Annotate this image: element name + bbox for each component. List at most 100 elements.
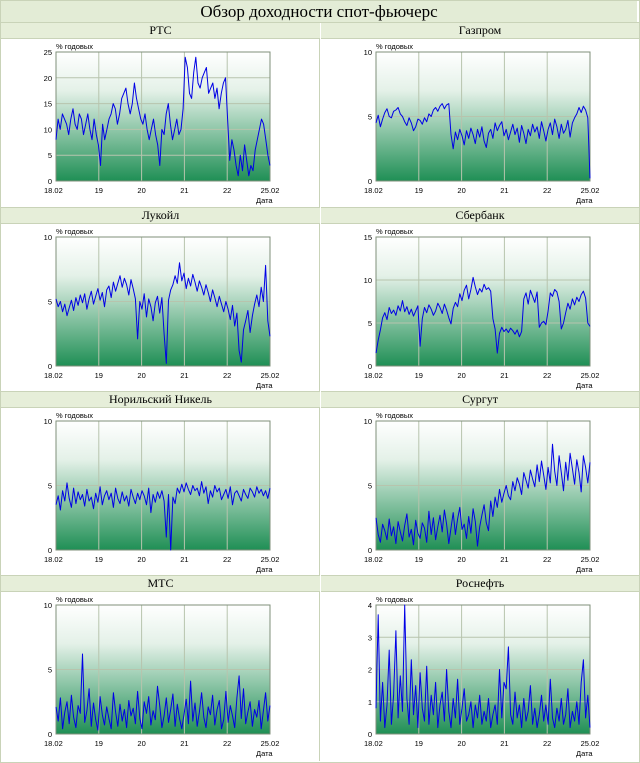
y-tick-label: 10 [364,48,372,57]
x-tick-label: 20 [457,186,465,195]
y-tick-label: 25 [44,48,52,57]
x-tick-label: 21 [500,555,508,564]
x-tick-label: 21 [180,739,188,748]
x-tick-label: 20 [457,555,465,564]
x-tick-label: 18.02 [44,555,63,564]
y-axis-label: % годовых [376,595,413,604]
chart-6: 0 5 10 18.02 19 20 21 22 25.02 % годовых Дата [364,411,600,574]
y-axis-label: % годовых [376,227,413,236]
plot-frame [55,51,271,182]
chart-2-title: Газпром [321,22,639,39]
series-line [375,276,591,354]
x-tick-label: 25.02 [581,186,600,195]
x-tick-label: 19 [415,739,423,748]
x-tick-label: 22 [543,555,551,564]
plot-frame [55,236,271,367]
chart-3-title: Лукойл [1,207,320,224]
series-line [55,653,271,731]
x-tick-label: 22 [223,186,231,195]
y-axis-label: % годовых [376,42,413,51]
y-tick-label: 5 [368,113,372,122]
x-tick-label: 21 [180,186,188,195]
x-tick-label: 19 [415,186,423,195]
x-tick-label: 20 [137,186,145,195]
x-tick-label: 25.02 [581,739,600,748]
x-tick-label: 20 [457,371,465,380]
y-tick-label: 5 [48,666,52,675]
y-tick-label: 15 [364,233,372,242]
x-tick-label: 19 [415,555,423,564]
chart-4: 0 5 10 15 18.02 19 20 21 22 25.02 % годовых Дата [364,227,600,390]
y-axis-label: % годовых [56,227,93,236]
plot-frame [375,51,591,182]
y-tick-label: 2 [368,666,372,675]
series-line [55,262,271,364]
chart-8: 0 1 2 3 4 18.02 19 20 21 22 25.02 % годовых Дата [364,595,600,758]
y-axis-label: % годовых [56,42,93,51]
y-axis-label: % годовых [376,411,413,420]
x-tick-label: 20 [137,555,145,564]
x-tick-label: 25.02 [261,739,280,748]
chart-8-title: Роснефть [321,575,639,592]
y-tick-label: 10 [364,276,372,285]
x-axis-label: Дата [256,196,273,205]
y-tick-label: 0 [48,362,52,371]
x-axis-label: Дата [576,749,593,758]
y-axis-label: % годовых [56,595,93,604]
x-tick-label: 22 [543,739,551,748]
x-tick-label: 22 [223,371,231,380]
chart-2: 0 5 10 18.02 19 20 21 22 25.02 % годовых Дата [364,42,600,205]
y-tick-label: 10 [44,125,52,134]
chart-1: 0 5 10 15 20 25 18.02 19 20 21 22 25.02 % годовых Дат… [44,42,280,205]
y-tick-label: 5 [368,482,372,491]
y-tick-label: 0 [368,177,372,186]
x-axis-label: Дата [576,565,593,574]
plot-frame [375,420,591,551]
x-tick-label: 18.02 [364,371,383,380]
y-tick-label: 5 [48,298,52,307]
y-tick-label: 20 [44,74,52,83]
x-tick-label: 22 [223,555,231,564]
plot-frame [55,604,271,735]
page-title: Обзор доходности спот-фьючерс [1,1,637,23]
y-axis-label: % годовых [56,411,93,420]
y-tick-label: 10 [44,601,52,610]
y-tick-label: 3 [368,633,372,642]
plot-area [56,52,270,181]
chart-5: 0 5 10 18.02 19 20 21 22 25.02 % годовых Дата [44,411,280,574]
x-tick-label: 21 [180,371,188,380]
x-tick-label: 22 [543,186,551,195]
x-tick-label: 25.02 [261,555,280,564]
x-tick-label: 21 [500,186,508,195]
chart-3: 0 5 10 18.02 19 20 21 22 25.02 % годовых Дата [44,227,280,390]
y-tick-label: 5 [48,482,52,491]
x-tick-label: 25.02 [581,555,600,564]
y-tick-label: 4 [368,601,372,610]
x-tick-label: 19 [95,555,103,564]
x-tick-label: 18.02 [364,739,383,748]
x-axis-label: Дата [576,196,593,205]
chart-7: 0 5 10 18.02 19 20 21 22 25.02 % годовых Дата [44,595,280,758]
series-line [55,56,271,177]
x-tick-label: 18.02 [364,555,383,564]
x-tick-label: 20 [457,739,465,748]
plot-frame [375,604,591,735]
chart-6-title: Сургут [321,391,639,408]
y-tick-label: 15 [44,100,52,109]
x-tick-label: 19 [95,186,103,195]
chart-1-title: РТС [1,22,320,39]
x-tick-label: 25.02 [261,371,280,380]
plot-frame [55,420,271,551]
x-tick-label: 21 [500,739,508,748]
x-tick-label: 18.02 [44,739,63,748]
x-tick-label: 20 [137,371,145,380]
x-tick-label: 25.02 [581,371,600,380]
x-axis-label: Дата [256,565,273,574]
chart-4-title: Сбербанк [321,207,639,224]
y-tick-label: 10 [44,417,52,426]
series-line [375,604,591,729]
x-axis-label: Дата [576,381,593,390]
y-tick-label: 10 [44,233,52,242]
y-tick-label: 0 [48,730,52,739]
x-tick-label: 18.02 [364,186,383,195]
